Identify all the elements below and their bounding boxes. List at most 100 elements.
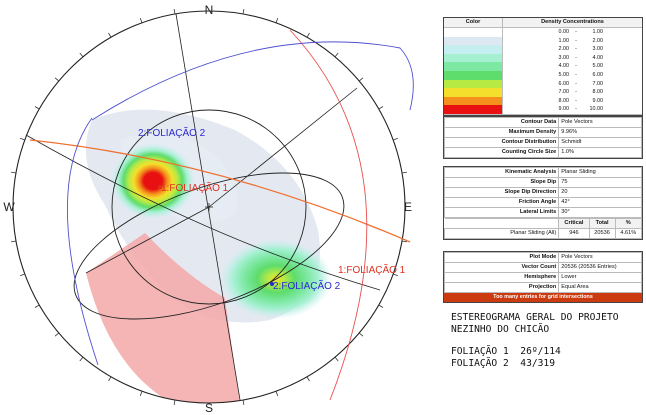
contour-row-label: Maximum Density xyxy=(443,127,560,138)
legend-range-row: 6.00- 7.00 xyxy=(549,80,642,89)
kinematic-row-label: Friction Angle xyxy=(443,197,560,208)
range-to: 10.00 xyxy=(589,106,604,113)
plot-row-value: Lower xyxy=(558,272,642,283)
range-to: 3.00 xyxy=(592,46,604,53)
kinematic-row-value: 20 xyxy=(558,187,642,198)
compass-south: S xyxy=(205,401,213,415)
foliation-2-plane xyxy=(91,41,414,121)
legend-color-swatch xyxy=(444,36,502,46)
legend-range-row: 5.00- 6.00 xyxy=(549,71,642,80)
range-from: 2.00 xyxy=(558,46,570,53)
degree-tick xyxy=(173,399,176,406)
planar-sliding-row-label: Planar Sliding (All) xyxy=(443,228,560,239)
degree-tick xyxy=(19,273,25,277)
degree-tick xyxy=(334,52,339,58)
percent-value: 4.61% xyxy=(614,228,643,239)
contour-row-value: 9.96% xyxy=(558,127,642,138)
foliation-1-plane xyxy=(29,139,411,243)
legend-color-swatch xyxy=(444,53,502,63)
kinematic-row-value: 42° xyxy=(558,197,642,208)
range-from: 4.00 xyxy=(558,63,570,70)
range-from: 1.00 xyxy=(558,37,570,44)
slope-plane xyxy=(25,134,381,291)
degree-tick xyxy=(306,376,310,382)
total-header: Total xyxy=(588,218,616,229)
caption-foliation-2: FOLIAÇÃO 2 43/319 xyxy=(451,358,555,369)
legend-range-row: 0.00- 1.00 xyxy=(549,28,642,37)
total-value: 20536 xyxy=(588,228,616,239)
contour-row-value: Pole Vectors xyxy=(558,117,642,128)
density-header: Density Concentrations xyxy=(503,18,642,28)
range-to: 7.00 xyxy=(592,80,604,87)
contour-row-label: Counting Circle Size xyxy=(443,147,560,158)
range-dash: - xyxy=(575,106,577,113)
legend-range-row: 8.00- 9.00 xyxy=(549,97,642,106)
range-to: 2.00 xyxy=(592,37,604,44)
compass-north: N xyxy=(205,3,214,17)
compass-east: E xyxy=(404,200,412,214)
foliation-2-plane-arc xyxy=(66,117,99,366)
legend-range-row: 4.00- 5.00 xyxy=(549,62,642,71)
legend-color-swatch xyxy=(444,45,502,54)
critical-header: Critical xyxy=(558,218,590,229)
caption-title-line-2: NEZINHO DO CHICÃO xyxy=(451,324,550,335)
kinematic-row-value: 75 xyxy=(558,177,642,188)
compass-west: W xyxy=(3,200,15,214)
degree-tick xyxy=(393,273,399,277)
foliation-2-plane-label: 2:FOLIAÇÃO 2 xyxy=(273,279,341,292)
contour-row-value: Schmidt xyxy=(558,137,642,148)
legend-panel: Color Density Concentrations 0.00-1.00 1.… xyxy=(443,17,643,116)
degree-tick xyxy=(401,240,408,243)
range-to: 8.00 xyxy=(592,89,604,96)
kinematic-panel: Kinematic Analysis Planar Sliding Slope Di… xyxy=(443,166,643,240)
range-to: 6.00 xyxy=(592,71,604,78)
range-dash: - xyxy=(575,54,577,61)
grid-warning: Too many entries for grid intersections xyxy=(444,293,642,302)
range-dash: - xyxy=(575,63,577,70)
friction-circle xyxy=(111,109,307,305)
range-dash: - xyxy=(575,71,577,78)
range-from: 0.00 xyxy=(558,29,570,35)
plot-row-value: 20536 (20536 Entries) xyxy=(558,262,642,273)
plot-row-label: Hemisphere xyxy=(443,272,560,283)
legend-color-swatch xyxy=(444,88,502,97)
range-to: 1.00 xyxy=(592,29,604,35)
degree-tick xyxy=(334,356,339,362)
daylight-envelope xyxy=(73,172,345,320)
plot-panel: Plot Mode Pole Vectors Vector Count 20536 (… xyxy=(443,251,643,303)
foliation-red-plane xyxy=(289,29,368,401)
kinematic-row-label: Slope Dip xyxy=(443,177,560,188)
range-from: 6.00 xyxy=(558,80,570,87)
foliation-1-plane-label: 1:FOLIAÇÃO 1 xyxy=(338,263,406,276)
kinematic-row-value: Planar Sliding xyxy=(558,167,642,178)
stereonet: N S E W 1:FOLIAÇÃO 1 2:FOLIAÇÃO 2 1:FOLI… xyxy=(3,3,414,415)
range-from: 9.00 xyxy=(558,106,570,113)
range-from: 8.00 xyxy=(558,97,570,104)
range-dash: - xyxy=(575,29,577,35)
degree-tick xyxy=(19,137,25,141)
contour-panel: Contour Data Pole Vectors Maximum Density 9… xyxy=(443,116,643,159)
range-from: 7.00 xyxy=(558,89,570,96)
degree-tick xyxy=(378,304,384,308)
range-to: 5.00 xyxy=(592,63,604,70)
critical-zone xyxy=(86,233,240,403)
plot-row-label: Projection xyxy=(443,282,560,293)
color-column: Color xyxy=(444,18,503,114)
caption-foliation-1: FOLIAÇÃO 1 26º/114 xyxy=(451,346,561,357)
degree-tick xyxy=(34,106,40,110)
degree-tick xyxy=(108,376,112,382)
degree-tick xyxy=(358,332,364,337)
lateral-limit-line xyxy=(208,87,358,208)
degree-tick xyxy=(10,240,17,243)
degree-tick xyxy=(378,106,384,110)
lateral-limit-line xyxy=(85,206,210,274)
legend-color-swatch xyxy=(444,105,502,114)
degree-tick xyxy=(79,356,84,362)
degree-tick xyxy=(54,77,60,82)
foliation-2-pole-label: 2:FOLIAÇÃO 2 xyxy=(138,126,206,139)
degree-ticks xyxy=(10,8,408,406)
range-dash: - xyxy=(575,37,577,44)
legend-color-swatch xyxy=(444,96,502,106)
degree-tick xyxy=(34,304,40,308)
contour-row-label: Contour Distribution xyxy=(443,137,560,148)
